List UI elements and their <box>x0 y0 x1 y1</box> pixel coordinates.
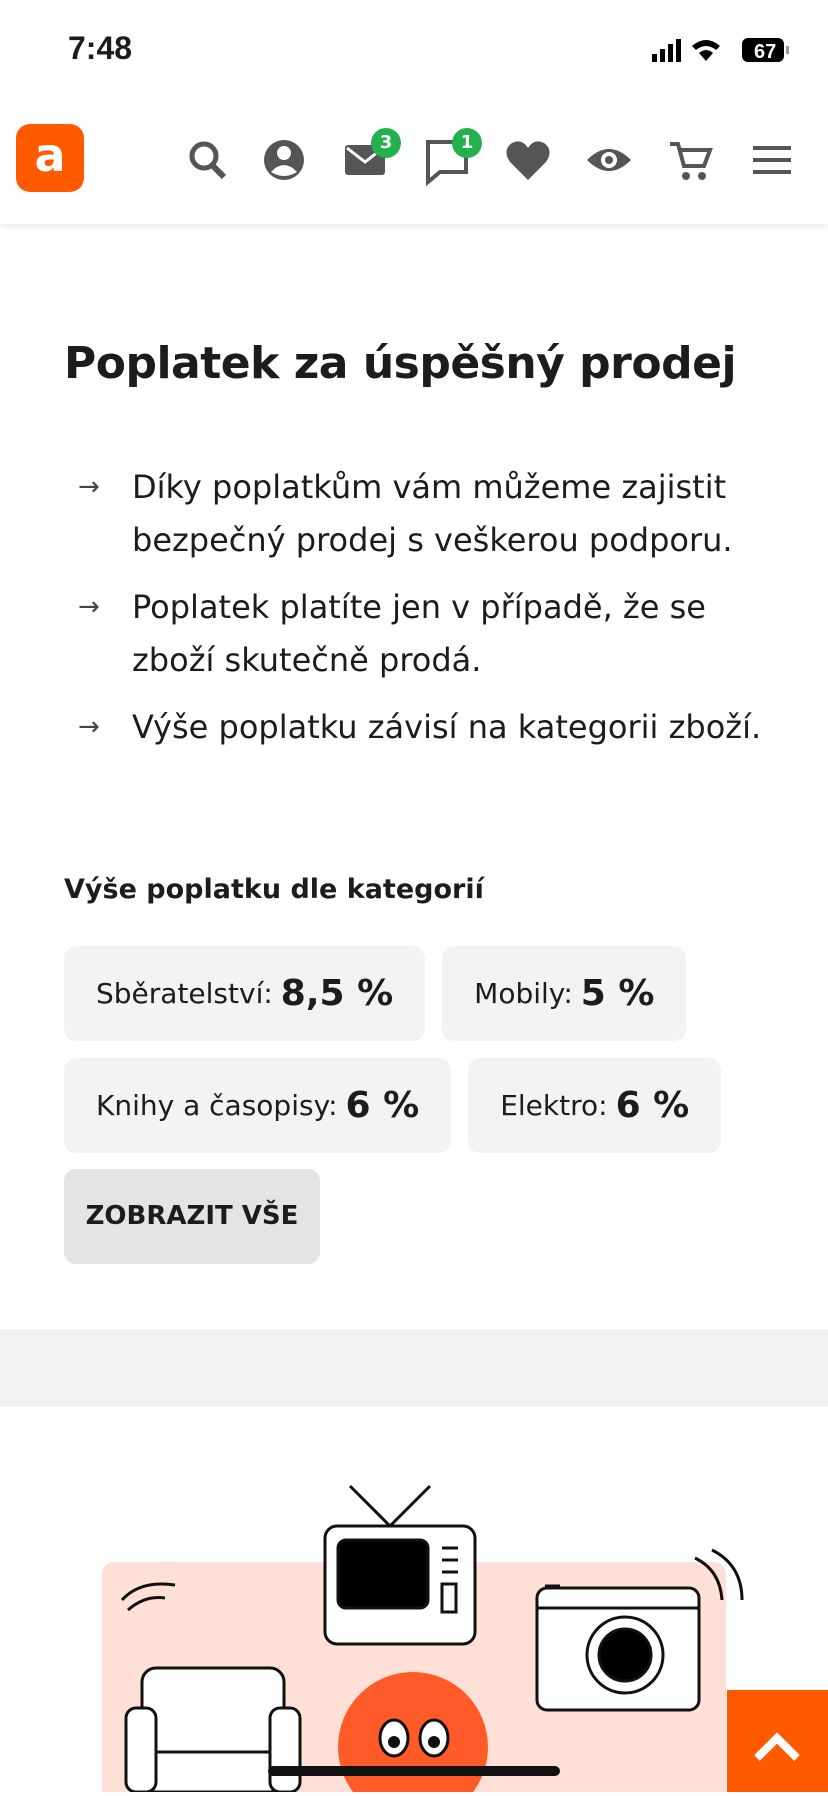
mail-badge: 3 <box>371 128 401 158</box>
fee-value: 6 % <box>615 1085 690 1126</box>
fee-label: Knihy a časopisy: <box>96 1089 338 1122</box>
bullet-arrow: → <box>78 712 100 742</box>
fee-chip: Knihy a časopisy: 6 % <box>64 1058 452 1153</box>
divider-band <box>0 1329 828 1407</box>
fee-chip: Sběratelství: 8,5 % <box>64 946 426 1041</box>
bullet: Díky poplatkům vám můžeme zajistit bezpe… <box>132 468 733 559</box>
fees-heading: Výše poplatku dle kategorií <box>64 874 484 905</box>
bullet-arrow: → <box>78 472 100 502</box>
illustration <box>102 1484 744 1792</box>
chevron-up <box>754 1732 800 1761</box>
account-icon[interactable] <box>264 140 304 180</box>
fee-label: Mobily: <box>474 977 573 1010</box>
watch-icon[interactable] <box>587 149 631 171</box>
fee-label: Elektro: <box>500 1089 608 1122</box>
fee-value: 8,5 % <box>280 973 394 1014</box>
header-icons <box>189 140 791 187</box>
menu-icon[interactable] <box>753 146 791 174</box>
title: Poplatek za úspěšný prodej <box>64 338 737 389</box>
search-icon[interactable] <box>189 141 227 180</box>
header: a 3 1 <box>0 80 828 224</box>
fee-label: Sběratelství: <box>96 977 273 1010</box>
cart-icon[interactable] <box>670 142 713 180</box>
status-icons: 67 <box>652 38 789 63</box>
scroll-top-button[interactable] <box>727 1690 828 1792</box>
fee-chip: Elektro: 6 % <box>468 1058 722 1153</box>
fee-value: 6 % <box>345 1085 420 1126</box>
battery: 67 <box>754 41 776 63</box>
bullet: Poplatek platíte jen v případě, že se zb… <box>132 588 706 679</box>
fee-chip: Mobily: 5 % <box>442 946 687 1041</box>
logo[interactable]: a <box>16 124 84 192</box>
favorites-icon[interactable] <box>506 141 550 180</box>
fee-chips: Sběratelství: 8,5 % Mobily: 5 % Knihy a časo… <box>64 946 784 1153</box>
bullet-arrow: → <box>78 592 100 622</box>
show-all-button[interactable]: ZOBRAZIT VŠE <box>64 1169 320 1264</box>
chat-badge: 1 <box>452 128 482 158</box>
status-time: 7:48 <box>68 30 133 66</box>
fee-value: 5 % <box>580 973 655 1014</box>
bullet: Výše poplatku závisí na kategorii zboží. <box>132 708 762 746</box>
